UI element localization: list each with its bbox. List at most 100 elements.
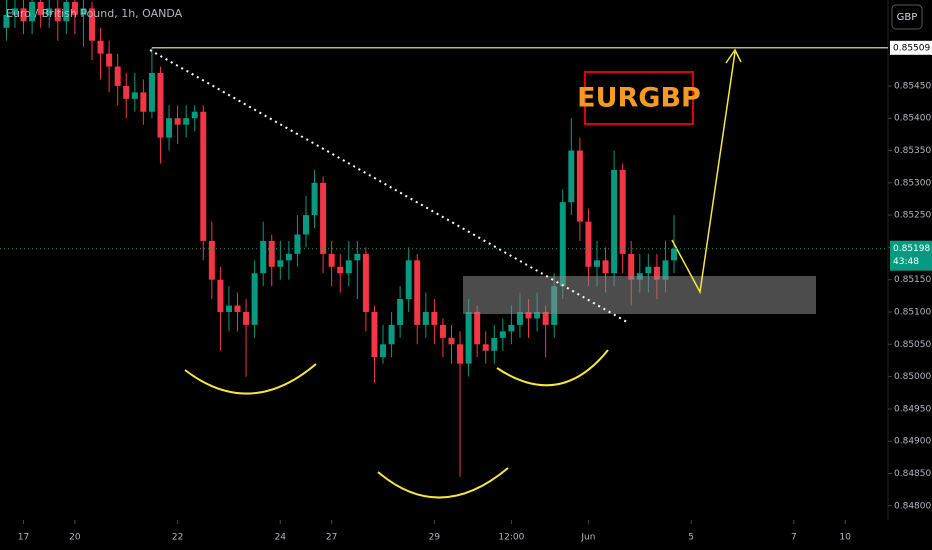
countdown: 43:48 [893,257,919,267]
candle-body [542,312,549,325]
candle-body [148,72,155,112]
y-tick-label: 0.85450 [894,81,931,91]
x-tick-label: 24 [275,533,287,543]
level-label-box [890,40,932,55]
annotation: EURGBP [577,83,701,114]
candle-body [183,118,190,125]
candle-body [260,240,267,274]
candle-body [37,1,44,15]
y-tick-label: 0.84950 [894,404,931,414]
candle-body [166,118,173,138]
candle-body [568,150,575,203]
candle-body [457,344,464,364]
candle-body [628,253,635,280]
candle-body [337,266,344,274]
candle-body [405,260,412,300]
candle-body [525,312,532,319]
x-tick-label: 7 [791,533,797,543]
candle-body [302,215,309,235]
candle-body [131,92,138,99]
candle-body [54,8,61,22]
candle-body [123,85,130,99]
trendline [149,49,628,323]
candle-body [217,279,224,312]
y-tick-label: 0.85100 [894,308,931,318]
candle-body [11,8,18,15]
x-tick-label: 27 [326,533,337,543]
candle-body [20,8,27,22]
x-tick-label: 17 [18,533,29,543]
candle-body [474,312,481,345]
left-shoulder [184,363,317,395]
candle-body [140,92,147,112]
level-label: 0.85509 [893,43,930,53]
candle-body [106,53,113,67]
drawings: EURGBP [149,48,816,499]
x-tick-label: Jun [580,533,595,543]
candle-body [491,337,498,351]
x-tick-label: 5 [688,533,694,543]
chart-title: Euro / British Pound, 1h, OANDA [6,7,183,20]
arrow [671,51,736,295]
candle-body [611,169,618,274]
y-tick-label: 0.84850 [894,469,931,479]
candle-body [3,14,10,28]
candle-body [388,324,395,345]
candle-body [499,331,506,338]
candle-body [422,312,429,325]
y-tick-label: 0.85250 [894,211,931,221]
candle-body [431,312,438,325]
candle-body [371,312,378,358]
candle-body [234,305,241,312]
candle-body [320,182,327,254]
arrow-head [725,48,742,64]
candle-body [380,344,387,358]
y-tick-label: 0.85300 [894,178,931,188]
candle-body [311,182,318,216]
candle-body [294,234,301,254]
head [377,467,509,499]
last-price-box [890,240,932,271]
y-tick-label: 0.84800 [894,501,931,511]
candle-body [328,253,335,267]
currency-button[interactable] [891,4,923,30]
currency-label[interactable]: GBP [897,12,918,23]
candle-body [559,202,566,287]
x-tick-label: 29 [429,533,441,543]
candle-body [354,253,361,261]
x-tick-label: 10 [839,533,851,543]
candle-body [89,8,96,41]
y-tick-label: 0.85050 [894,340,931,350]
candle-body [576,150,583,222]
candle-body [602,260,609,274]
candle-body [174,118,181,125]
candle-body [534,312,541,319]
y-tick-label: 0.85350 [894,146,931,156]
candle-body [157,72,164,138]
candle-body [671,248,678,261]
candle-body [345,260,352,274]
candle-body [516,312,523,325]
candle-body [285,253,292,261]
y-tick-label: 0.85150 [894,275,931,285]
y-tick-label: 0.85000 [894,372,931,382]
candle-body [414,260,421,325]
candle-body [482,344,489,351]
candle-body [268,240,275,267]
candle-body [653,266,660,280]
last-price-label: 0.85198 [893,244,930,254]
candle-body [277,260,284,267]
candle-body [465,312,472,364]
candle-body [200,111,207,241]
annotation-box [584,71,694,125]
candle-body [71,1,78,15]
x-tick-label: 20 [69,533,81,543]
candle-body [80,8,87,15]
candle-body [645,266,652,274]
candle-body [46,8,53,15]
candle-body [191,111,198,119]
candle-body [508,324,515,332]
